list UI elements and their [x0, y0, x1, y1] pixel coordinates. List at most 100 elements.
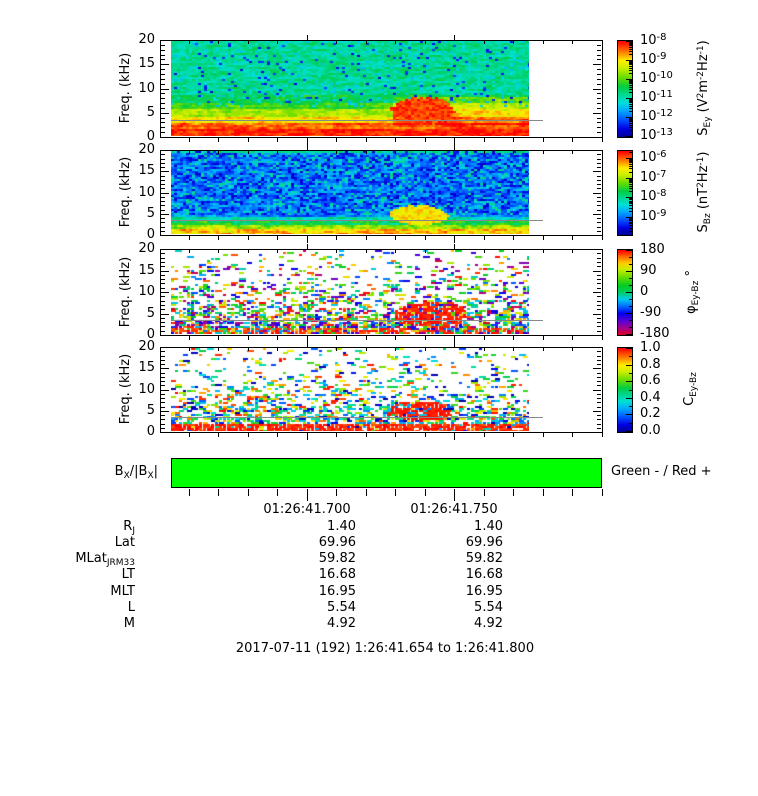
bar-x-tick: [395, 489, 396, 496]
x-tick: [366, 250, 367, 253]
y-tick: [161, 266, 165, 267]
y-tick: [597, 98, 601, 99]
y-tick: [161, 301, 165, 302]
y-tick: [161, 428, 165, 429]
colorbar-minor-tick: [629, 51, 632, 52]
colorbar-tick-label: 10-13: [640, 127, 673, 144]
y-tick: [161, 201, 165, 202]
colorbar-minor-tick: [629, 106, 632, 107]
x-tick: [543, 236, 544, 240]
x-tick: [484, 236, 485, 240]
ephemeris-value: 4.92: [327, 616, 356, 631]
bar-x-tick: [218, 489, 219, 496]
y-tick: [597, 428, 601, 429]
y-tick: [597, 373, 601, 374]
x-tick: [277, 433, 278, 437]
bar-x-tick: [366, 489, 367, 496]
ephemeris-value: 16.68: [318, 567, 356, 582]
y-tick-label: 15: [138, 163, 155, 178]
y-tick: [161, 288, 165, 289]
y-tick: [161, 262, 165, 263]
colorbar-tick: [626, 217, 632, 218]
x-tick: [366, 151, 367, 154]
y-tick-label: 5: [146, 403, 155, 418]
x-tick: [513, 336, 514, 340]
x-tick: [336, 250, 337, 253]
y-tick: [161, 59, 165, 60]
colorbar-minor-tick: [629, 81, 632, 82]
y-tick: [597, 108, 601, 109]
x-tick: [248, 236, 249, 240]
y-tick: [161, 93, 165, 94]
y-tick: [161, 335, 169, 336]
colorbar-tick: [626, 381, 632, 382]
ephemeris-row-label: LT: [121, 567, 135, 582]
y-tick: [161, 305, 165, 306]
y-tick: [161, 415, 165, 416]
y-tick: [161, 176, 165, 177]
y-tick: [161, 122, 165, 123]
colorbar-tick: [626, 365, 632, 366]
colorbar-minor-tick: [629, 327, 632, 328]
colorbar-minor-tick: [629, 203, 632, 204]
y-tick: [161, 390, 169, 391]
y-tick: [593, 235, 601, 236]
y-tick: [597, 326, 601, 327]
x-tick: [307, 236, 308, 243]
y-tick: [597, 184, 601, 185]
x-tick: [395, 336, 396, 340]
colorbar-minor-tick: [629, 222, 632, 223]
y-tick: [161, 326, 165, 327]
ephemeris-row-label: Lat: [114, 535, 135, 550]
colorbar-minor-tick: [629, 63, 632, 64]
colorbar-minor-tick: [629, 208, 632, 209]
x-tick: [307, 336, 308, 343]
x-tick: [218, 250, 219, 253]
colorbar-tick-label: 10-11: [640, 89, 673, 106]
x-tick: [395, 236, 396, 240]
y-tick-label: 15: [138, 263, 155, 278]
y-tick: [161, 197, 165, 198]
colorbar-minor-tick: [629, 164, 632, 165]
colorbar-minor-tick: [629, 188, 632, 189]
bar-x-tick: [307, 489, 308, 501]
x-tick: [513, 348, 514, 351]
x-tick: [277, 250, 278, 253]
colorbar-minor-tick: [629, 181, 632, 182]
x-tick: [189, 250, 190, 253]
colorbar-minor-tick: [629, 83, 632, 84]
colorbar-tick: [626, 313, 632, 314]
x-tick: [277, 138, 278, 142]
x-tick: [484, 138, 485, 142]
bar-x-tick: [454, 489, 455, 501]
y-tick: [597, 356, 601, 357]
y-tick: [597, 205, 601, 206]
colorbar-tick-label: -180: [640, 326, 670, 341]
x-tick: [336, 433, 337, 437]
x-tick: [484, 151, 485, 154]
colorbar-minor-tick: [629, 89, 632, 90]
colorbar-tick-label: 10-8: [640, 188, 667, 205]
colorbar-tick-label: 10-9: [640, 208, 667, 225]
y-tick: [597, 283, 601, 284]
x-tick: [189, 41, 190, 44]
y-tick: [597, 301, 601, 302]
y-tick: [597, 296, 601, 297]
x-tick: [218, 41, 219, 44]
y-tick: [597, 93, 601, 94]
y-tick: [161, 419, 165, 420]
y-tick: [161, 98, 165, 99]
x-tick: [395, 138, 396, 142]
y-tick: [161, 309, 165, 310]
colorbar-minor-tick: [629, 92, 632, 93]
x-tick: [189, 348, 190, 351]
y-tick: [593, 137, 601, 138]
y-tick: [593, 411, 601, 412]
y-tick: [593, 314, 601, 315]
y-tick: [597, 258, 601, 259]
colorbar-minor-tick: [629, 199, 632, 200]
x-tick: [189, 138, 190, 142]
ephemeris-value: 16.95: [318, 584, 356, 599]
colorbar-tick: [626, 158, 632, 159]
